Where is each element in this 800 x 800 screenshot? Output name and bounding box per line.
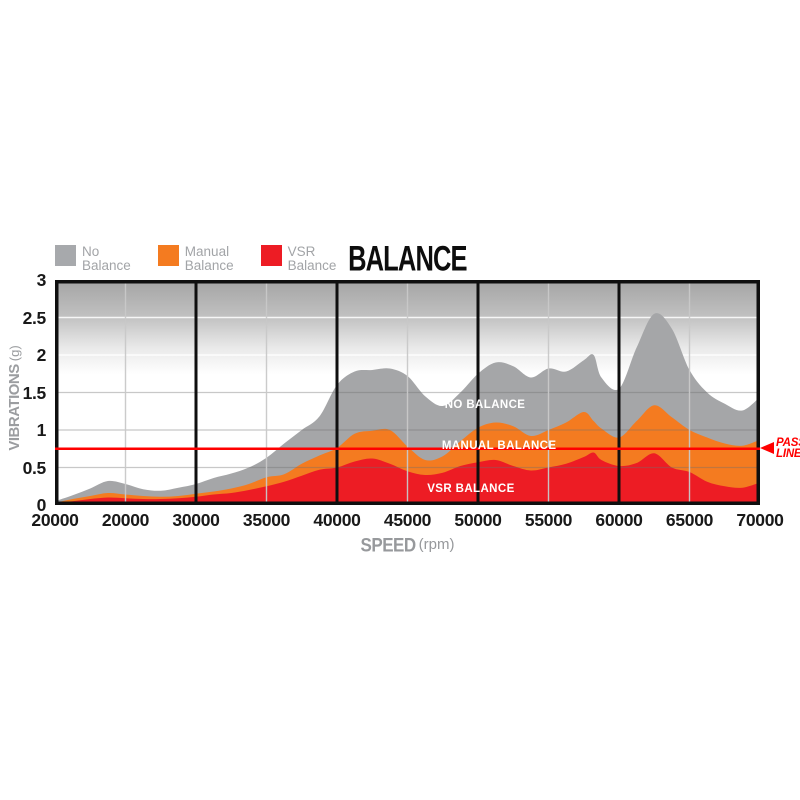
area-label-vsr-balance: VSR BALANCE <box>427 482 515 495</box>
y-tick-label: 2 <box>36 345 47 365</box>
legend-label: Manual Balance <box>184 244 234 273</box>
y-tick-label: 0.5 <box>22 457 47 478</box>
x-tick-label: 45000 <box>383 510 432 530</box>
x-tick-label: 20000 <box>31 510 79 530</box>
plot-border <box>55 280 760 505</box>
x-tick-label: 65000 <box>665 510 714 530</box>
y-tick-label: 3 <box>36 270 47 290</box>
area-label-no-balance: NO BALANCE <box>444 399 526 412</box>
x-tick-label: 40000 <box>313 510 361 530</box>
pass-line-arrow-icon <box>760 442 774 455</box>
x-tick-label: 50000 <box>454 510 502 530</box>
x-tick-label: 20000 <box>101 510 150 530</box>
legend-label: No Balance <box>82 244 131 273</box>
y-tick-label: 0 <box>36 495 47 515</box>
x-tick-label: 30000 <box>172 510 220 530</box>
area-label-manual-balance: MANUAL BALANCE <box>441 439 557 452</box>
x-axis-title: SPEED (rpm) <box>360 534 455 556</box>
y-tick-label: 1 <box>36 420 47 440</box>
pass-line-label: PASS LINE <box>776 436 800 460</box>
x-tick-label: 70000 <box>736 510 784 530</box>
legend: No Balance Manual Balance VSR Balance <box>55 245 336 272</box>
x-tick-label: 35000 <box>242 510 291 530</box>
legend-item-manual-balance: Manual Balance <box>157 244 234 273</box>
y-tick-label: 1.5 <box>22 382 47 403</box>
plot-svg <box>55 280 760 505</box>
x-tick-label: 60000 <box>595 510 643 530</box>
manual-balance-swatch-icon <box>157 245 179 266</box>
legend-item-no-balance: No Balance <box>55 245 131 272</box>
no-balance-swatch-icon <box>55 245 76 266</box>
vsr-balance-swatch-icon <box>260 245 282 266</box>
y-tick-label: 2.5 <box>22 307 47 328</box>
legend-item-vsr-balance: VSR Balance <box>260 244 337 273</box>
chart-title: BALANCE <box>348 240 467 280</box>
legend-label: VSR Balance <box>287 244 337 273</box>
plot-area: NO BALANCE MANUAL BALANCE VSR BALANCE <box>55 280 760 505</box>
x-tick-label: 55000 <box>524 510 573 530</box>
